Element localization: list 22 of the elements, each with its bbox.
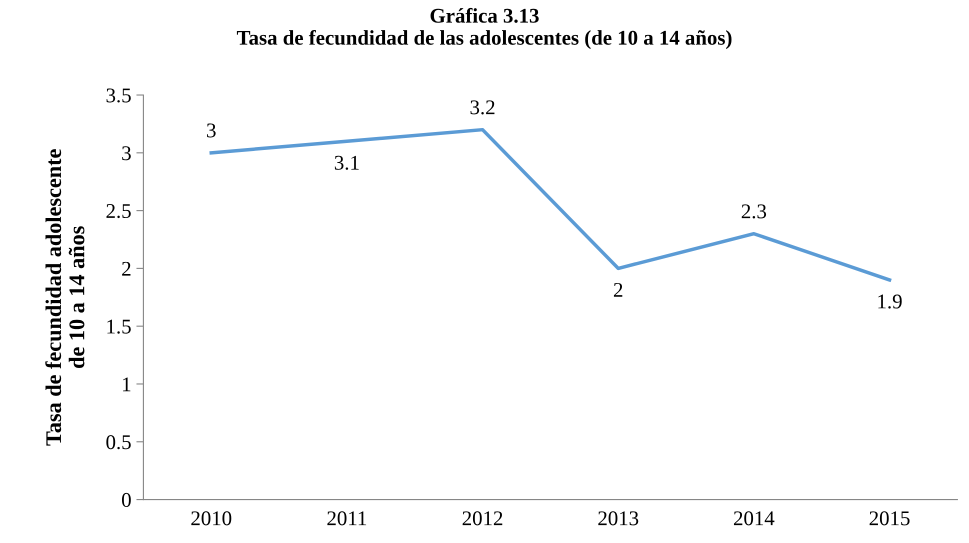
y-axis-title: Tasa de fecundidad adolescente de 10 a 14 años [45,149,84,446]
data-label: 3.2 [470,100,494,114]
x-tick-label: 2010 [191,511,232,526]
y-tick-label: 0 [122,492,131,507]
data-label: 2.3 [742,204,766,218]
x-tick-label: 2012 [462,511,502,526]
y-tick-label: 3.5 [106,88,131,103]
data-label: 2 [614,282,622,297]
data-label: 1.9 [878,294,902,309]
y-tick-label: 2 [122,262,130,276]
y-tick-label: 1 [123,377,130,392]
data-label: 3.1 [334,156,359,170]
chart-title: Gráfica 3.13 Tasa de fecundidad de las adolescentes (de 10 a 14 años) [236,8,732,50]
x-tick-label: 2013 [598,511,638,526]
x-tick-label: 2011 [327,511,366,526]
data-label: 3 [207,123,216,138]
y-tick-label: 3 [122,146,131,160]
y-tick-label: 0.5 [106,435,131,450]
y-tick-label: 1.5 [107,320,131,334]
x-tick-label: 2015 [870,511,910,526]
x-tick-label: 2014 [734,511,774,526]
y-tick-label: 2.5 [106,204,131,218]
